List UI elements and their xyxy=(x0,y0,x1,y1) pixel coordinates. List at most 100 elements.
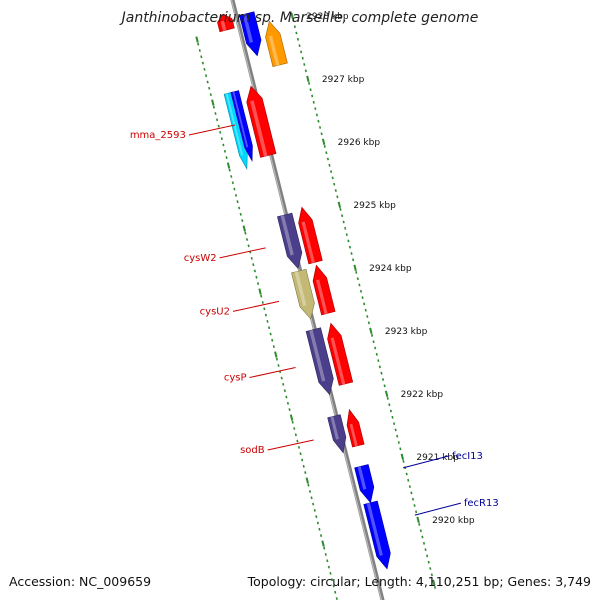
inner-tick-rail-tick xyxy=(305,477,309,484)
gene-arrow-highlight xyxy=(316,279,328,315)
gene-sodB-red[interactable] xyxy=(346,408,365,448)
inner-tick-rail-tick xyxy=(247,244,250,248)
inner-tick-rail-tick xyxy=(274,351,278,358)
gene-mma-cyan[interactable] xyxy=(223,91,248,170)
inner-tick-rail-tick xyxy=(230,175,233,178)
gene-arrow-highlight xyxy=(242,13,254,43)
gene-label-leader xyxy=(414,502,461,516)
inner-tick-rail-tick xyxy=(282,382,285,386)
gene-arrow[interactable] xyxy=(298,206,323,265)
inner-tick-rail-tick xyxy=(307,483,310,487)
gene-arrow[interactable] xyxy=(217,13,235,33)
outer-tick-rail-tick xyxy=(405,472,408,476)
inner-tick-rail-tick xyxy=(329,571,332,575)
outer-tick-rail-tick xyxy=(352,258,355,262)
inner-tick-rail-tick xyxy=(264,313,267,317)
inner-tick-rail-tick xyxy=(203,67,206,71)
gene-arrow[interactable] xyxy=(312,264,336,316)
gene-label[interactable]: fecI13 xyxy=(452,451,483,462)
inner-tick-rail-tick xyxy=(286,401,290,405)
gene-arrow-highlight xyxy=(250,100,268,157)
gene-label[interactable]: cysU2 xyxy=(200,306,230,317)
gene-cysU2-red[interactable] xyxy=(312,264,336,316)
inner-tick-rail-tick xyxy=(197,42,200,46)
gene-cysP-red[interactable] xyxy=(327,322,354,386)
gene-label[interactable]: cysW2 xyxy=(184,253,217,264)
gene-label[interactable]: mma_2593 xyxy=(130,130,186,141)
inner-tick-rail-tick xyxy=(244,231,247,235)
outer-tick-rail-tick xyxy=(320,132,323,136)
gene-label-leader xyxy=(267,439,314,451)
outer-tick-rail-tick xyxy=(424,548,427,552)
outer-tick-rail-tick xyxy=(301,56,304,60)
inner-tick-rail-tick xyxy=(233,187,236,191)
inner-tick-rail-tick xyxy=(316,521,319,525)
inner-tick-rail-tick xyxy=(263,307,266,311)
gene-top-red[interactable] xyxy=(217,13,235,33)
outer-tick-rail-tick xyxy=(394,428,397,432)
inner-tick-rail-tick xyxy=(326,559,329,563)
gene-label-leader xyxy=(232,300,280,312)
gene-fecI13-blue[interactable] xyxy=(354,464,375,504)
gene-label[interactable]: cysP xyxy=(224,373,247,384)
gene-arrow[interactable] xyxy=(265,20,288,67)
inner-tick-rail-tick xyxy=(291,420,294,424)
outer-tick-rail-tick xyxy=(321,138,326,145)
scale-label: 2921 kbp xyxy=(416,453,459,463)
inner-tick-rail-tick xyxy=(228,168,231,172)
outer-tick-rail-tick xyxy=(350,252,353,255)
inner-tick-rail-tick xyxy=(216,118,219,122)
outer-tick-rail-tick xyxy=(392,422,396,426)
gene-cysW2-purple[interactable] xyxy=(277,212,303,270)
inner-tick-rail-tick xyxy=(319,534,323,537)
outer-tick-rail-tick xyxy=(318,126,322,129)
inner-tick-rail-tick xyxy=(261,301,264,304)
inner-tick-rail-tick xyxy=(327,565,330,569)
gene-arrow-highlight xyxy=(232,91,249,148)
outer-tick-rail-tick xyxy=(419,529,422,533)
genome-summary-text: Topology: circular; Length: 4,110,251 bp… xyxy=(247,574,591,589)
inner-tick-rail-tick xyxy=(323,546,326,550)
gene-label[interactable]: fecR13 xyxy=(464,498,499,509)
gene-fecR13-blue[interactable] xyxy=(363,500,391,570)
inner-tick-rail-tick xyxy=(313,508,316,512)
outer-tick-rail-tick xyxy=(364,308,367,312)
inner-tick-rail-tick xyxy=(231,181,234,185)
gene-arrow-highlight xyxy=(301,221,315,264)
gene-cysP-purple[interactable] xyxy=(305,327,334,396)
inner-tick-rail-tick xyxy=(289,414,294,421)
outer-tick-rail-tick xyxy=(408,485,411,489)
outer-tick-rail-tick xyxy=(397,441,400,444)
gene-cysU2-tan[interactable] xyxy=(291,268,315,320)
outer-tick-rail-tick xyxy=(333,182,336,186)
inner-tick-rail-tick xyxy=(275,357,279,361)
gene-sodB-purple[interactable] xyxy=(327,414,347,454)
outer-tick-rail-tick xyxy=(348,245,352,249)
outer-tick-rail-tick xyxy=(315,113,318,117)
outer-tick-rail-tick xyxy=(358,283,361,287)
gene-label[interactable]: sodB xyxy=(240,445,265,456)
scale-label: 2922 kbp xyxy=(401,390,444,400)
gene-labels-layer: mma_2593 cysW2 cysU2 cysP sodB fecI13 fecR13 xyxy=(130,124,499,516)
gene-arrow-highlight xyxy=(268,35,280,66)
gene-mma-red[interactable] xyxy=(246,85,277,158)
outer-tick-rail-tick xyxy=(422,541,426,545)
outer-tick-rail-tick xyxy=(418,523,421,526)
gene-mma-blue[interactable] xyxy=(230,90,253,162)
outer-tick-rail-tick xyxy=(334,189,337,192)
scale-label: 2928 kbp xyxy=(306,12,349,22)
scale-label: 2926 kbp xyxy=(338,138,381,148)
gene-label-leader xyxy=(219,247,266,259)
inner-tick-rail-tick xyxy=(214,112,217,115)
outer-tick-rail-tick xyxy=(298,44,301,48)
gene-top-blue[interactable] xyxy=(239,11,262,57)
inner-tick-rail-tick xyxy=(324,553,327,556)
gene-top-orange[interactable] xyxy=(265,20,288,67)
gene-cysW2-red[interactable] xyxy=(298,206,323,265)
outer-tick-rail-tick xyxy=(396,434,399,438)
gene-arrow-highlight xyxy=(349,423,358,447)
outer-tick-rail-tick xyxy=(372,340,375,344)
gene-arrow[interactable] xyxy=(346,408,365,448)
outer-tick-rail-tick xyxy=(386,397,389,400)
